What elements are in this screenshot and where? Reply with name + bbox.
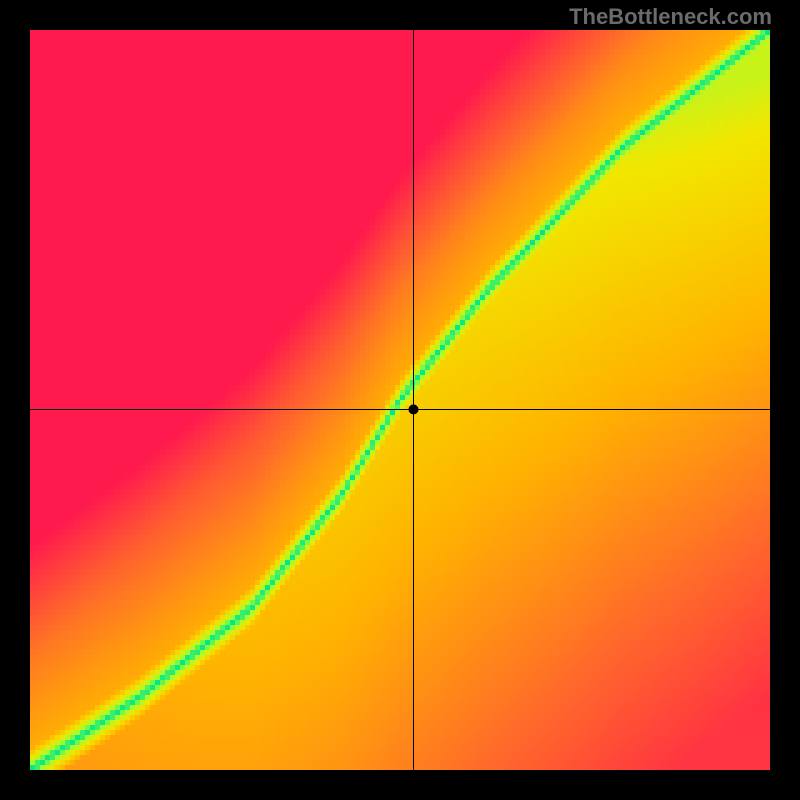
bottleneck-heatmap xyxy=(30,30,770,770)
chart-container: TheBottleneck.com xyxy=(0,0,800,800)
source-watermark: TheBottleneck.com xyxy=(569,4,772,30)
